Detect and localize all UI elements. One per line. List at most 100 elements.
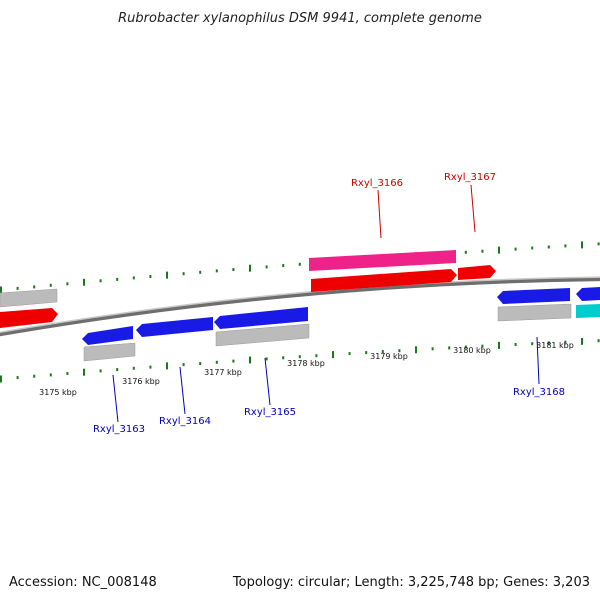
bottom-tick-marks — [0, 337, 600, 383]
minor-tick — [298, 262, 301, 266]
major-tick — [0, 375, 2, 383]
minor-tick — [199, 270, 202, 274]
gene-label-rxyl-3166[interactable]: Rxyl_3166 — [351, 178, 403, 189]
gene-arrow-rxyl-3167[interactable] — [458, 265, 496, 280]
gene-arrow-red-left[interactable] — [0, 308, 58, 328]
minor-tick — [232, 359, 235, 363]
gene-arrow-gray-3163[interactable] — [83, 342, 136, 362]
minor-tick — [398, 349, 401, 353]
minor-tick — [481, 249, 484, 253]
minor-tick — [365, 351, 368, 355]
minor-tick — [33, 285, 36, 289]
gene-arrow-rxyl-3165[interactable] — [214, 307, 308, 329]
minor-tick — [531, 342, 534, 346]
major-tick — [83, 368, 85, 376]
gene-arrow-gray-3165[interactable] — [215, 323, 310, 347]
minor-tick — [547, 341, 550, 345]
scale-label: 3177 kbp — [204, 368, 242, 377]
gene-label-rxyl-3164[interactable]: Rxyl_3164 — [159, 416, 211, 427]
minor-tick — [66, 282, 69, 286]
leader-line-rxyl-3167 — [470, 184, 476, 233]
minor-tick — [564, 340, 567, 344]
gene-label-rxyl-3167[interactable]: Rxyl_3167 — [444, 172, 496, 183]
minor-tick — [431, 347, 434, 351]
minor-tick — [448, 346, 451, 350]
major-tick — [83, 278, 85, 286]
minor-tick — [564, 244, 567, 248]
major-tick — [581, 241, 583, 249]
minor-tick — [182, 363, 185, 367]
minor-tick — [282, 356, 285, 360]
leader-line-rxyl-3163 — [112, 374, 119, 423]
gene-arrow-rxyl-3168[interactable] — [497, 288, 570, 304]
leader-line-rxyl-3166 — [377, 189, 382, 239]
major-tick — [581, 337, 583, 345]
gene-arrow-rxyl-3163[interactable] — [82, 326, 133, 345]
minor-tick — [215, 269, 218, 273]
genome-backbone-highlight — [0, 276, 600, 334]
minor-tick — [149, 275, 152, 278]
minor-tick — [66, 372, 69, 375]
gene-label-rxyl-3163[interactable]: Rxyl_3163 — [93, 424, 145, 435]
scale-label: 3178 kbp — [287, 359, 325, 368]
gene-arrow-blue-right[interactable] — [576, 287, 600, 301]
gene-arrow-cyan-right[interactable] — [576, 304, 600, 318]
minor-tick — [232, 268, 235, 271]
gene-arrow-gray-3168[interactable] — [497, 303, 572, 322]
minor-tick — [199, 362, 202, 365]
gene-labels: Rxyl_3166 Rxyl_3167 Rxyl_3163 Rxyl_3164 … — [93, 172, 565, 435]
gene-leader-lines — [112, 184, 540, 423]
leader-line-rxyl-3165 — [264, 357, 271, 406]
minor-tick — [99, 369, 102, 373]
minor-tick — [464, 250, 467, 254]
minor-tick — [215, 360, 218, 364]
gene-label-rxyl-3165[interactable]: Rxyl_3165 — [244, 407, 296, 418]
minor-tick — [132, 366, 135, 370]
gene-arrow-rxyl-3164[interactable] — [136, 317, 213, 337]
minor-tick — [149, 365, 152, 369]
minor-tick — [116, 368, 119, 372]
major-tick — [249, 264, 251, 272]
scale-labels: 3175 kbp 3176 kbp 3177 kbp 3178 kbp 3179… — [39, 341, 574, 397]
major-tick — [498, 341, 500, 349]
minor-tick — [282, 264, 285, 268]
top-tick-marks — [0, 241, 600, 294]
minor-tick — [547, 245, 550, 249]
minor-tick — [99, 279, 102, 283]
major-tick — [415, 346, 417, 354]
gene-arrow-rxyl-3166-pink[interactable] — [309, 250, 456, 271]
gene-arrow-gray-left[interactable] — [0, 288, 58, 308]
scale-label: 3179 kbp — [370, 352, 408, 361]
minor-tick — [49, 373, 52, 377]
minor-tick — [315, 354, 318, 358]
minor-tick — [16, 376, 19, 380]
genome-backbone — [0, 277, 600, 337]
gene-label-rxyl-3168[interactable]: Rxyl_3168 — [513, 387, 565, 398]
minor-tick — [597, 339, 600, 343]
minor-tick — [298, 355, 301, 359]
topology-info-text: Topology: circular; Length: 3,225,748 bp… — [232, 575, 590, 590]
minor-tick — [514, 247, 517, 251]
major-tick — [249, 356, 251, 364]
minor-tick — [16, 286, 19, 290]
minor-tick — [132, 276, 135, 280]
minor-tick — [265, 357, 268, 361]
major-tick — [0, 286, 2, 294]
scale-label: 3176 kbp — [122, 377, 160, 386]
minor-tick — [481, 344, 484, 348]
gene-features — [0, 250, 600, 362]
major-tick — [166, 362, 168, 370]
map-title: Rubrobacter xylanophilus DSM 9941, compl… — [118, 11, 482, 26]
minor-tick — [464, 345, 467, 349]
major-tick — [166, 271, 168, 279]
minor-tick — [116, 277, 119, 281]
major-tick — [332, 351, 334, 359]
scale-label: 3180 kbp — [453, 346, 491, 355]
leader-line-rxyl-3164 — [179, 366, 186, 415]
minor-tick — [348, 352, 351, 356]
minor-tick — [49, 283, 52, 287]
leader-line-rxyl-3168 — [536, 336, 540, 385]
minor-tick — [33, 374, 36, 378]
gene-arrow-rxyl-3166[interactable] — [311, 269, 457, 292]
